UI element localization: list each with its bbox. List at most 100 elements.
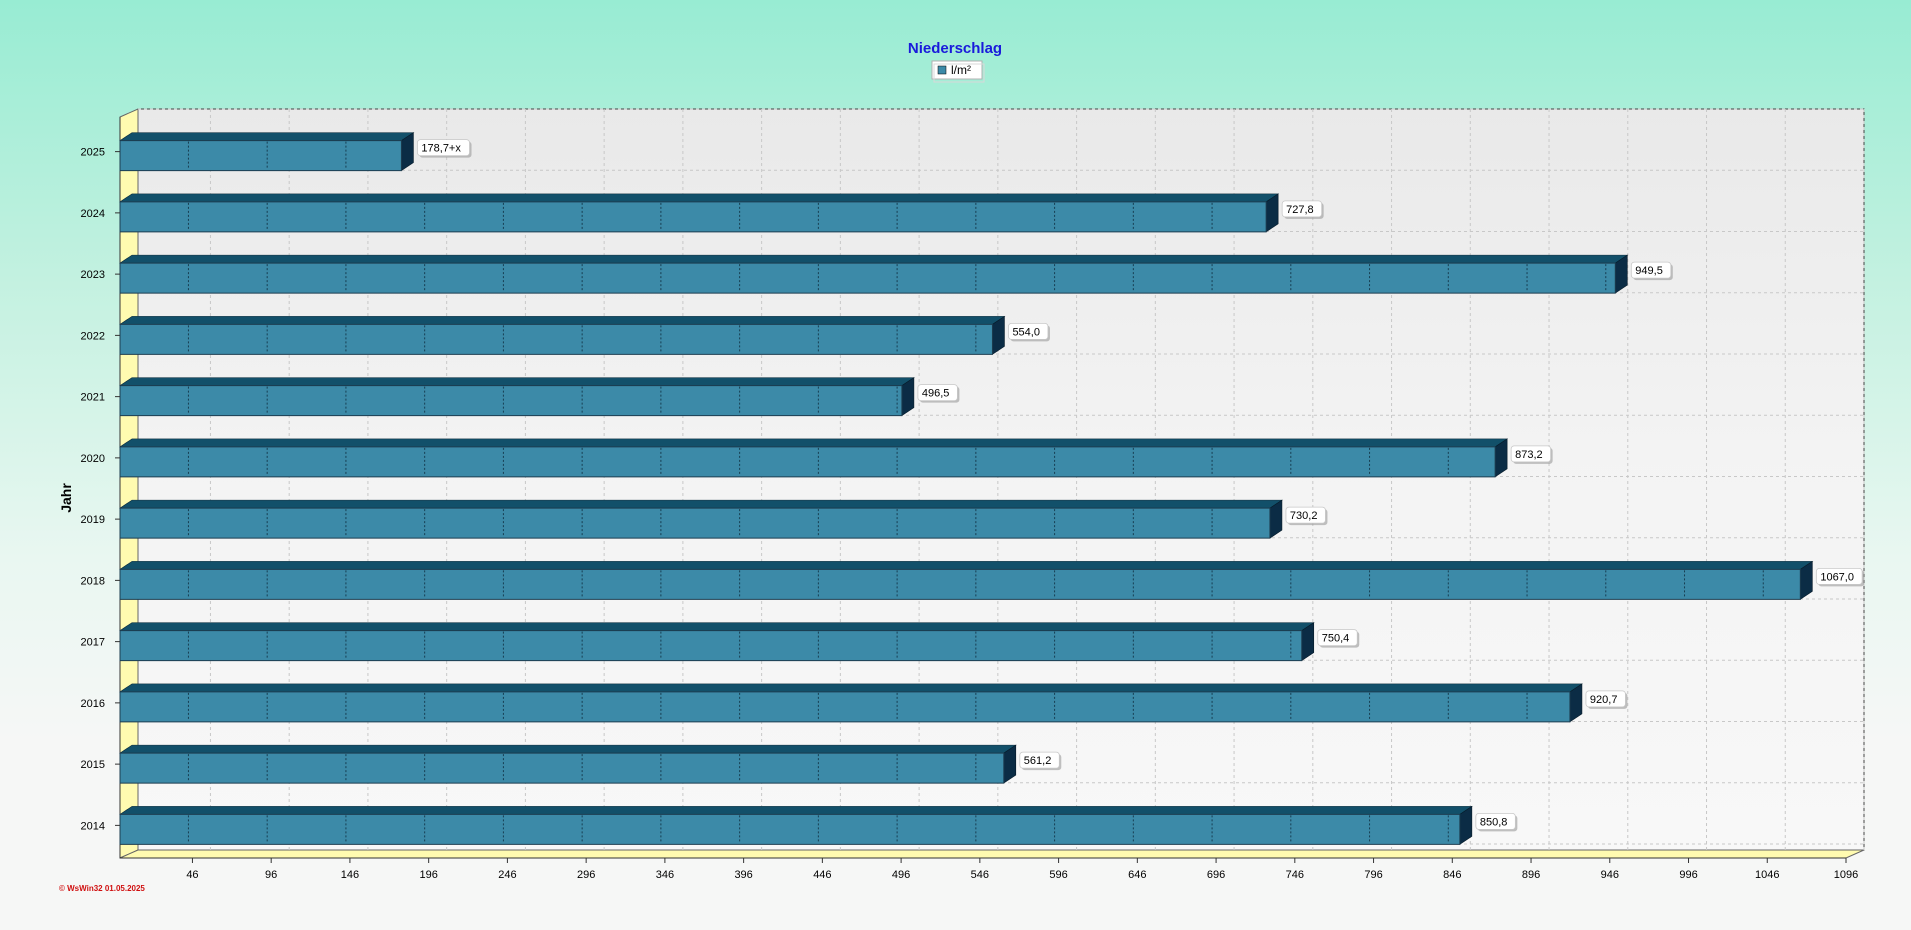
y-tick-label: 2019 — [81, 514, 105, 526]
x-tick-label: 1046 — [1755, 869, 1779, 881]
legend: l/m² — [931, 60, 985, 83]
data-label: 850,8 — [1475, 812, 1518, 832]
x-tick-label: 996 — [1679, 869, 1697, 881]
bar-top — [119, 193, 1280, 203]
y-tick-label: 2022 — [81, 330, 105, 342]
data-label-text: 561,2 — [1024, 755, 1052, 767]
y-axis-title: Jahr — [58, 483, 74, 513]
y-tick-label: 2016 — [81, 698, 105, 710]
bar-front — [119, 323, 993, 355]
data-label-box — [1281, 200, 1323, 218]
bar — [119, 377, 915, 417]
data-label-text: 178,7+x — [421, 143, 461, 155]
bar-top — [119, 744, 1017, 754]
legend-shadow — [933, 63, 985, 83]
x-tick-label: 396 — [734, 869, 752, 881]
data-label-box — [1815, 567, 1863, 585]
bar-top — [119, 806, 1473, 815]
bar-top — [119, 438, 1509, 448]
watermark: © WsWin32 01.05.2025 — [59, 884, 145, 893]
bar-top — [119, 377, 915, 386]
y-axis: 2025 2024 2023 2022 2021 2020 2019 2018 2017 2016… — [81, 147, 120, 832]
y-tick-label: 2023 — [81, 269, 105, 281]
data-label: 920,7 — [1585, 690, 1628, 709]
bar-front — [119, 446, 1496, 478]
bar-front — [119, 385, 903, 417]
bar-top — [119, 132, 415, 141]
data-label-box — [417, 139, 470, 157]
legend-entry: l/m² — [951, 63, 971, 77]
data-label-text: 554,0 — [1012, 326, 1040, 338]
data-label-text: 727,8 — [1286, 204, 1314, 216]
floor — [119, 849, 1865, 859]
bar-top — [119, 683, 1583, 693]
data-label-box — [1008, 322, 1049, 340]
bar — [119, 744, 1017, 784]
bar-top — [119, 316, 1006, 325]
bar — [119, 805, 1473, 845]
bar — [119, 438, 1509, 478]
data-label: 727,8 — [1281, 200, 1324, 219]
y-tick-label: 2014 — [81, 820, 105, 832]
bar-front — [119, 813, 1461, 845]
x-tick-label: 746 — [1286, 869, 1304, 881]
bar-top — [119, 622, 1315, 631]
bar-front — [119, 262, 1616, 294]
legend-swatch — [937, 65, 947, 75]
x-tick-label: 596 — [1049, 869, 1067, 881]
x-tick-label: 546 — [971, 869, 989, 881]
data-label-text: 850,8 — [1480, 816, 1508, 828]
data-label: 750,4 — [1317, 629, 1360, 648]
y-tick-label: 2018 — [81, 575, 105, 587]
y-tick-label: 2020 — [81, 453, 105, 465]
data-label-text: 496,5 — [922, 388, 950, 400]
x-axis: 46 96 146 196 246 296 346 396 446 496 546 596 646 696… — [186, 858, 1858, 881]
data-label-box — [1019, 751, 1060, 769]
data-label-text: 949,5 — [1635, 265, 1663, 277]
x-tick-label: 696 — [1207, 869, 1225, 881]
data-label-text: 1067,0 — [1820, 571, 1854, 583]
bar-top — [119, 561, 1814, 570]
data-label-text: 920,7 — [1590, 694, 1618, 706]
data-label: 178,7+x — [417, 139, 472, 158]
bar — [119, 560, 1814, 600]
bar-front — [119, 201, 1267, 233]
bar — [119, 315, 1006, 355]
bars — [119, 132, 1814, 845]
bar-front — [119, 140, 402, 172]
bar — [119, 254, 1629, 294]
bar-front — [119, 507, 1271, 539]
bar — [119, 499, 1283, 539]
bar — [119, 132, 415, 172]
data-label: 949,5 — [1630, 261, 1673, 281]
x-tick-label: 496 — [892, 869, 910, 881]
y-tick-label: 2017 — [81, 637, 105, 649]
data-labels: 178,7+x 727,8 949,5 554,0 496,5 873,2 730,2 106… — [417, 139, 1865, 832]
y-tick-label: 2025 — [81, 147, 105, 159]
data-label-box — [1585, 690, 1626, 708]
data-label-box — [1285, 506, 1326, 524]
data-label-text: 873,2 — [1515, 449, 1543, 461]
chart-title: Niederschlag — [908, 40, 1002, 57]
bar-top — [119, 254, 1629, 264]
x-tick-label: 896 — [1522, 869, 1540, 881]
data-label-box — [1317, 629, 1358, 647]
y-tick-label: 2015 — [81, 759, 105, 771]
bar — [119, 193, 1280, 233]
x-tick-label: 346 — [656, 869, 674, 881]
x-tick-label: 946 — [1601, 869, 1619, 881]
x-tick-label: 296 — [577, 869, 595, 881]
data-label-box — [1510, 445, 1552, 463]
y-tick-label: 2024 — [81, 208, 105, 220]
x-tick-label: 796 — [1364, 869, 1382, 881]
legend-box — [931, 60, 983, 80]
x-tick-label: 846 — [1443, 869, 1461, 881]
x-tick-label: 446 — [813, 869, 831, 881]
bar — [119, 622, 1315, 662]
x-tick-label: 96 — [265, 869, 277, 881]
data-label: 496,5 — [917, 384, 960, 403]
data-label: 730,2 — [1285, 506, 1328, 526]
x-tick-label: 246 — [498, 869, 516, 881]
x-tick-label: 46 — [186, 869, 198, 881]
